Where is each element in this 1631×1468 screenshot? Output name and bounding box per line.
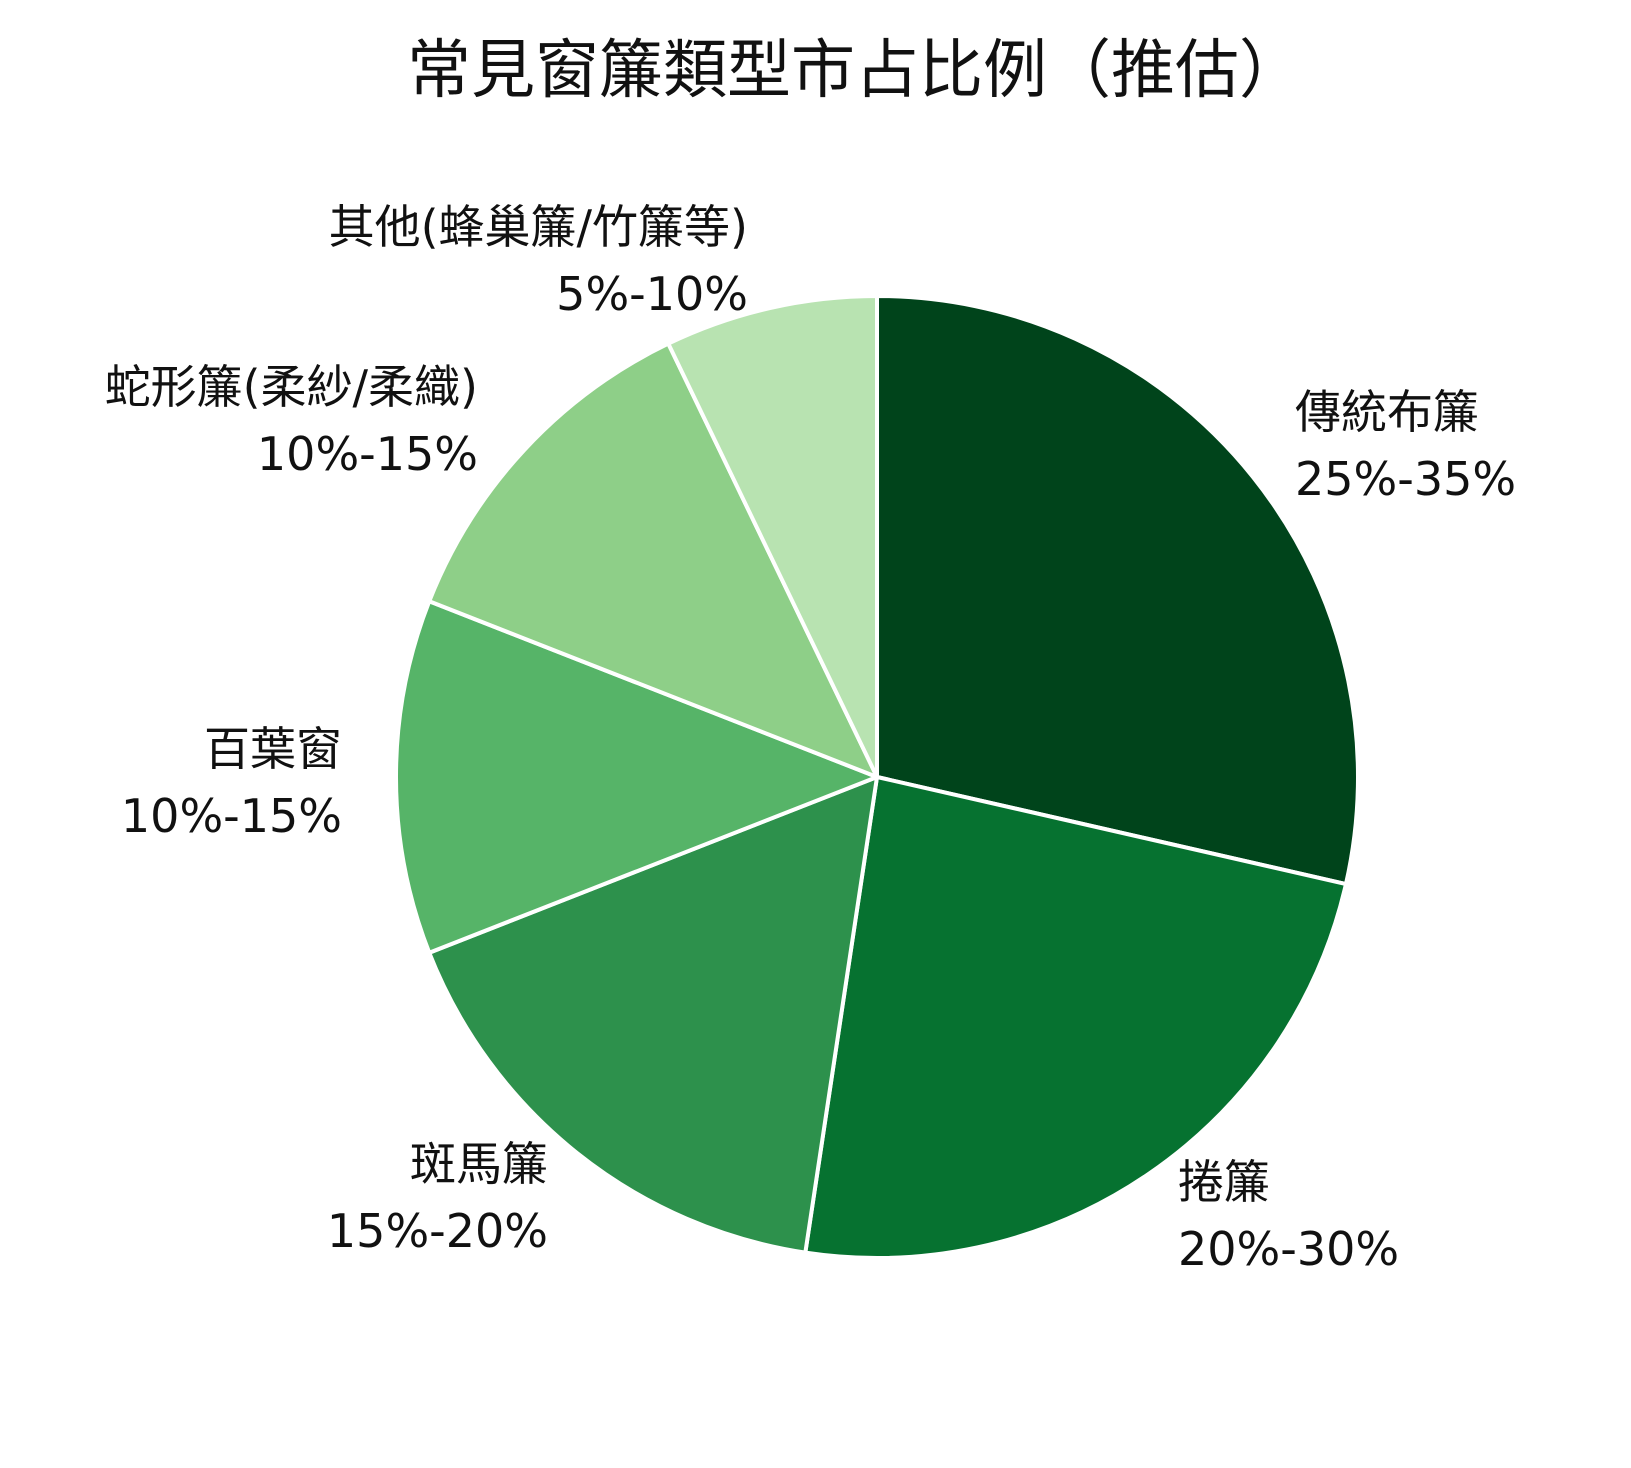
pie-slice-2 [427,775,879,1255]
slice-label-3: 百葉窗 [204,722,342,776]
slice-label-5: 其他(蜂巢簾/竹簾等) [329,200,748,254]
pie-slice-1 [803,775,1348,1261]
slice-range-3: 10%-15% [121,789,342,843]
slice-range-1: 20%-30% [1178,1222,1399,1276]
slice-range-4: 10%-15% [257,427,478,481]
pie-slice-5 [666,294,879,779]
slice-label-2: 斑馬簾 [410,1137,548,1191]
slice-label-4: 蛇形簾(柔紗/柔織) [105,360,478,414]
pie-slice-3 [394,599,879,955]
slice-range-0: 25%-35% [1295,452,1516,506]
slice-label-0: 傳統布簾 [1295,385,1479,439]
slice-label-1: 捲簾 [1178,1155,1270,1209]
pie-slice-4 [427,341,879,779]
slice-range-2: 15%-20% [327,1204,548,1258]
pie-slice-0 [875,294,1360,887]
chart-title: 常見窗簾類型市占比例（推估） [407,34,1303,108]
slice-range-5: 5%-10% [556,267,748,321]
